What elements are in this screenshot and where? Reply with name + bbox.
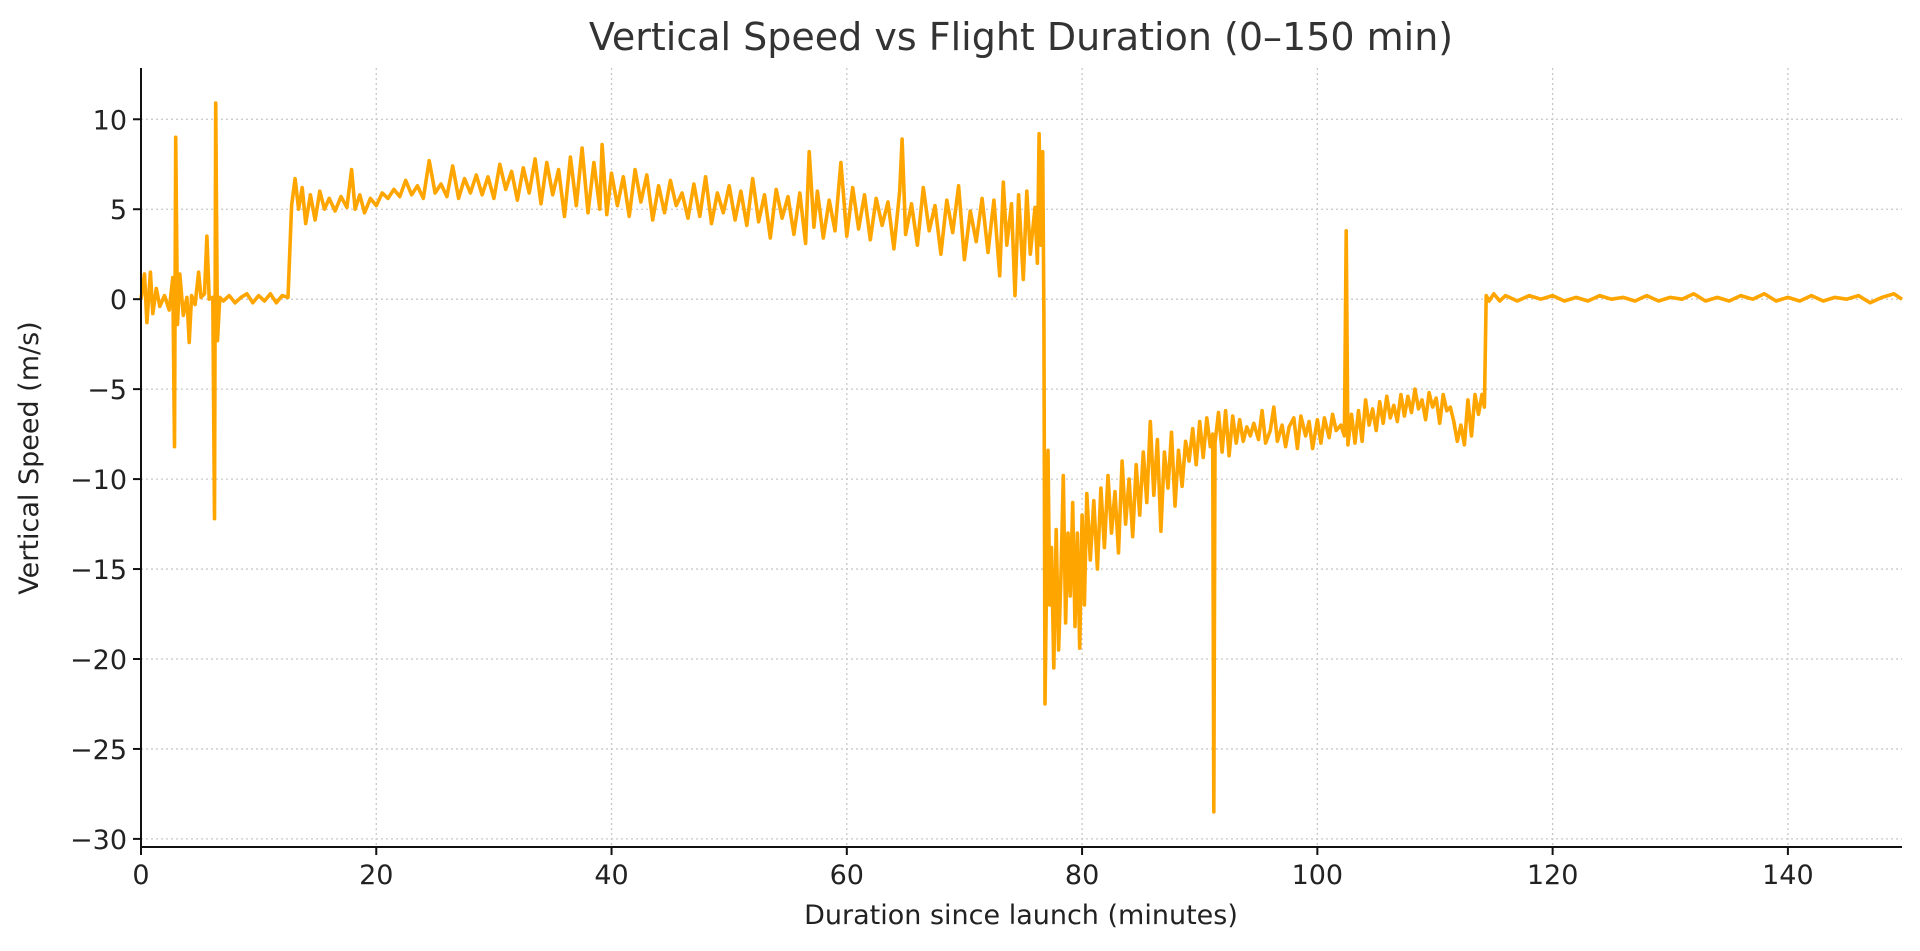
- x-tick-label: 140: [1762, 860, 1814, 891]
- x-tick-label: 0: [132, 860, 149, 891]
- chart-title: Vertical Speed vs Flight Duration (0–150…: [589, 15, 1453, 59]
- grid: [140, 68, 1902, 847]
- y-tick-label: −15: [70, 555, 127, 586]
- ticks: 0 20 40 60 80 100 120 140 −30 −25 −20 −15 −10 −5 0 5 10: [70, 105, 1814, 891]
- y-tick-label: 0: [110, 285, 127, 316]
- x-tick-label: 100: [1292, 860, 1344, 891]
- y-tick-label: 5: [110, 195, 127, 226]
- y-tick-label: −5: [87, 375, 127, 406]
- y-tick-label: −10: [70, 465, 127, 496]
- y-tick-label: 10: [93, 105, 127, 136]
- x-tick-label: 40: [594, 860, 628, 891]
- x-tick-label: 80: [1065, 860, 1099, 891]
- x-tick-label: 20: [359, 860, 393, 891]
- y-tick-label: −25: [70, 735, 127, 766]
- x-tick-label: 60: [830, 860, 864, 891]
- y-axis-label: Vertical Speed (m/s): [14, 321, 45, 594]
- vertical-speed-line: [139, 101, 1903, 814]
- y-tick-label: −20: [70, 645, 127, 676]
- y-tick-label: −30: [70, 825, 127, 856]
- x-axis-label: Duration since launch (minutes): [804, 900, 1238, 931]
- x-tick-label: 120: [1527, 860, 1579, 891]
